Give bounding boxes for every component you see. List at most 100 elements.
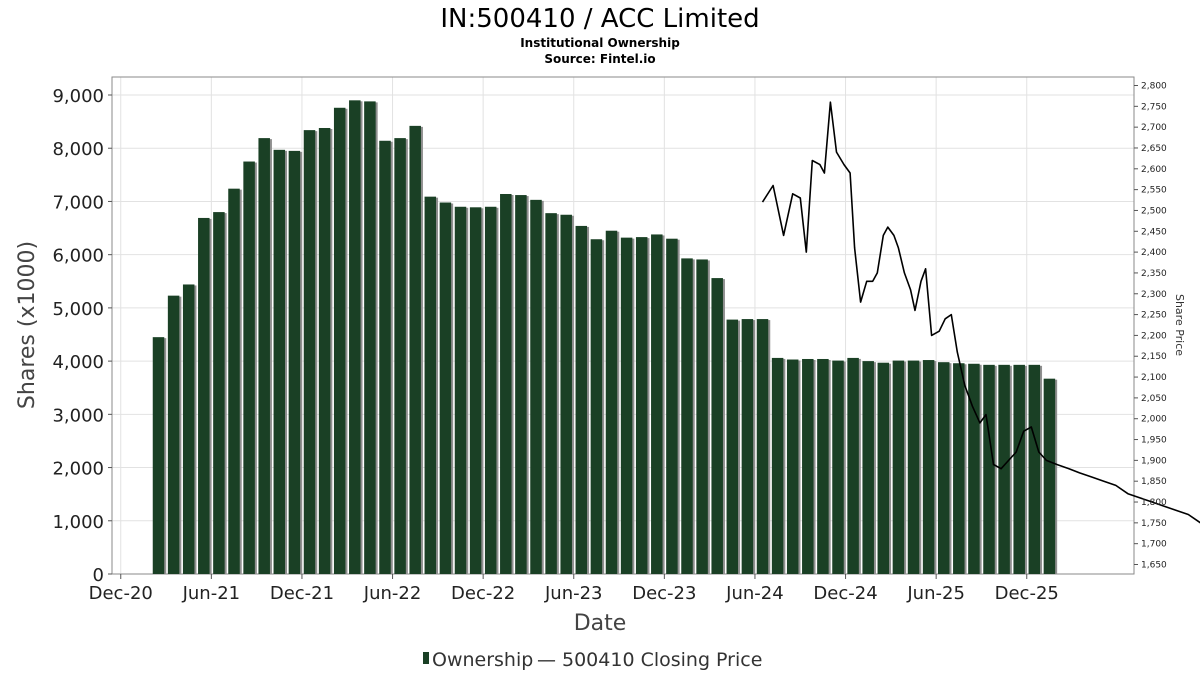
y2-tick-label: 2,500 <box>1141 206 1167 216</box>
ownership-bar <box>303 130 316 575</box>
y2-tick-label: 2,800 <box>1141 82 1167 92</box>
ownership-bar <box>424 196 437 574</box>
y-tick-label: 1,000 <box>52 512 104 533</box>
ownership-bar <box>726 319 739 574</box>
ownership-bar <box>515 195 527 574</box>
y-tick-label: 7,000 <box>52 192 104 213</box>
x-tick-label: Dec-21 <box>270 583 334 604</box>
ownership-bar <box>1043 378 1056 574</box>
ownership-bar <box>152 337 165 574</box>
ownership-bar <box>439 202 452 574</box>
y-tick-label: 8,000 <box>52 139 104 160</box>
ownership-bar <box>786 359 799 574</box>
y2-tick-label: 2,100 <box>1141 373 1167 383</box>
price-line-layer <box>761 101 1200 524</box>
ownership-bar <box>273 149 286 574</box>
ownership-bar <box>877 362 890 574</box>
ownership-bar <box>364 101 376 575</box>
ownership-bar <box>635 237 648 574</box>
ownership-bar <box>545 213 557 575</box>
ownership-bars <box>152 100 1058 575</box>
ownership-bar <box>605 230 618 574</box>
y2-tick-label: 1,850 <box>1141 477 1167 487</box>
ownership-bar <box>832 360 844 574</box>
chart-subtitle-2: Source: Fintel.io <box>544 52 655 66</box>
ownership-bar <box>651 234 663 575</box>
y-tick-label: 9,000 <box>52 86 104 107</box>
ownership-bar <box>243 161 255 574</box>
ownership-bar <box>333 107 346 575</box>
x-tick-label: Jun-24 <box>725 583 784 604</box>
y-tick-label: 0 <box>93 565 104 586</box>
x-axis: Dec-20 Jun-21 Dec-21 Jun-22 Dec-22 Jun-23 Dec-… <box>89 574 1059 604</box>
y2-tick-label: 2,200 <box>1141 331 1167 341</box>
ownership-bar <box>500 193 512 574</box>
x-tick-label: Jun-25 <box>906 583 965 604</box>
y2-tick-label: 2,650 <box>1141 144 1167 154</box>
y2-axis: 1,650 1,700 1,750 1,800 1,850 1,900 1,950 2,000… <box>1134 82 1167 571</box>
x-tick-label: Jun-22 <box>363 583 422 604</box>
ownership-bar <box>167 295 180 574</box>
ownership-bar <box>802 358 814 574</box>
y2-tick-label: 2,750 <box>1141 102 1167 112</box>
ownership-bar <box>469 207 482 574</box>
ownership-bar <box>907 360 920 574</box>
ownership-bar <box>379 140 391 574</box>
y2-tick-label: 2,300 <box>1141 290 1167 300</box>
y2-tick-label: 1,650 <box>1141 561 1167 571</box>
y2-tick-label: 2,250 <box>1141 311 1167 321</box>
chart-subtitle-1: Institutional Ownership <box>520 36 680 50</box>
ownership-bar <box>394 138 406 575</box>
y-tick-label: 6,000 <box>52 246 104 267</box>
ownership-bar <box>1013 364 1025 574</box>
chart-title: IN:500410 / ACC Limited <box>440 4 759 34</box>
ownership-bar <box>862 361 874 574</box>
ownership-bar <box>983 364 995 574</box>
ownership-bar <box>968 363 980 574</box>
ownership-bar <box>182 284 195 574</box>
ownership-bar <box>922 360 935 574</box>
legend: Ownership — 500410 Closing Price <box>423 649 762 671</box>
x-tick-label: Dec-24 <box>813 583 877 604</box>
ownership-bar <box>998 364 1010 574</box>
ownership-bar <box>484 206 497 574</box>
ownership-bar <box>454 206 467 574</box>
x-axis-label: Date <box>574 611 627 636</box>
x-tick-label: Dec-22 <box>451 583 515 604</box>
x-tick-label: Dec-20 <box>89 583 153 604</box>
legend-ownership-swatch <box>423 652 429 664</box>
y2-tick-label: 2,150 <box>1141 352 1167 362</box>
y2-tick-label: 2,350 <box>1141 269 1167 279</box>
ownership-bar <box>620 237 633 574</box>
ownership-bar <box>288 150 301 574</box>
x-tick-label: Dec-23 <box>632 583 696 604</box>
legend-price-label: 500410 Closing Price <box>562 649 762 671</box>
y2-tick-label: 2,700 <box>1141 123 1167 133</box>
ownership-bar <box>817 358 829 574</box>
ownership-bar <box>1028 364 1041 574</box>
y2-tick-label: 2,000 <box>1141 415 1167 425</box>
ownership-bar <box>213 212 225 575</box>
closing-price-line <box>761 101 1200 524</box>
ownership-bar <box>530 199 542 574</box>
x-tick-label: Jun-23 <box>544 583 603 604</box>
ownership-bar <box>756 319 769 574</box>
legend-ownership-label: Ownership <box>432 649 533 671</box>
y2-tick-label: 1,800 <box>1141 498 1167 508</box>
legend-separator: — <box>537 649 556 671</box>
ownership-bar <box>575 225 588 574</box>
y2-axis-label: Share Price <box>1173 294 1186 356</box>
ownership-bar <box>741 319 754 574</box>
ownership-bar <box>681 258 693 574</box>
y2-tick-label: 2,600 <box>1141 165 1167 175</box>
y2-tick-label: 2,400 <box>1141 248 1167 258</box>
ownership-bar <box>228 188 240 574</box>
y2-tick-label: 2,450 <box>1141 227 1167 237</box>
ownership-bar <box>666 238 678 574</box>
ownership-bar <box>409 125 421 574</box>
ownership-bar <box>349 100 361 575</box>
ownership-bar <box>937 362 950 574</box>
ownership-bar <box>318 127 331 575</box>
y-tick-label: 5,000 <box>52 299 104 320</box>
